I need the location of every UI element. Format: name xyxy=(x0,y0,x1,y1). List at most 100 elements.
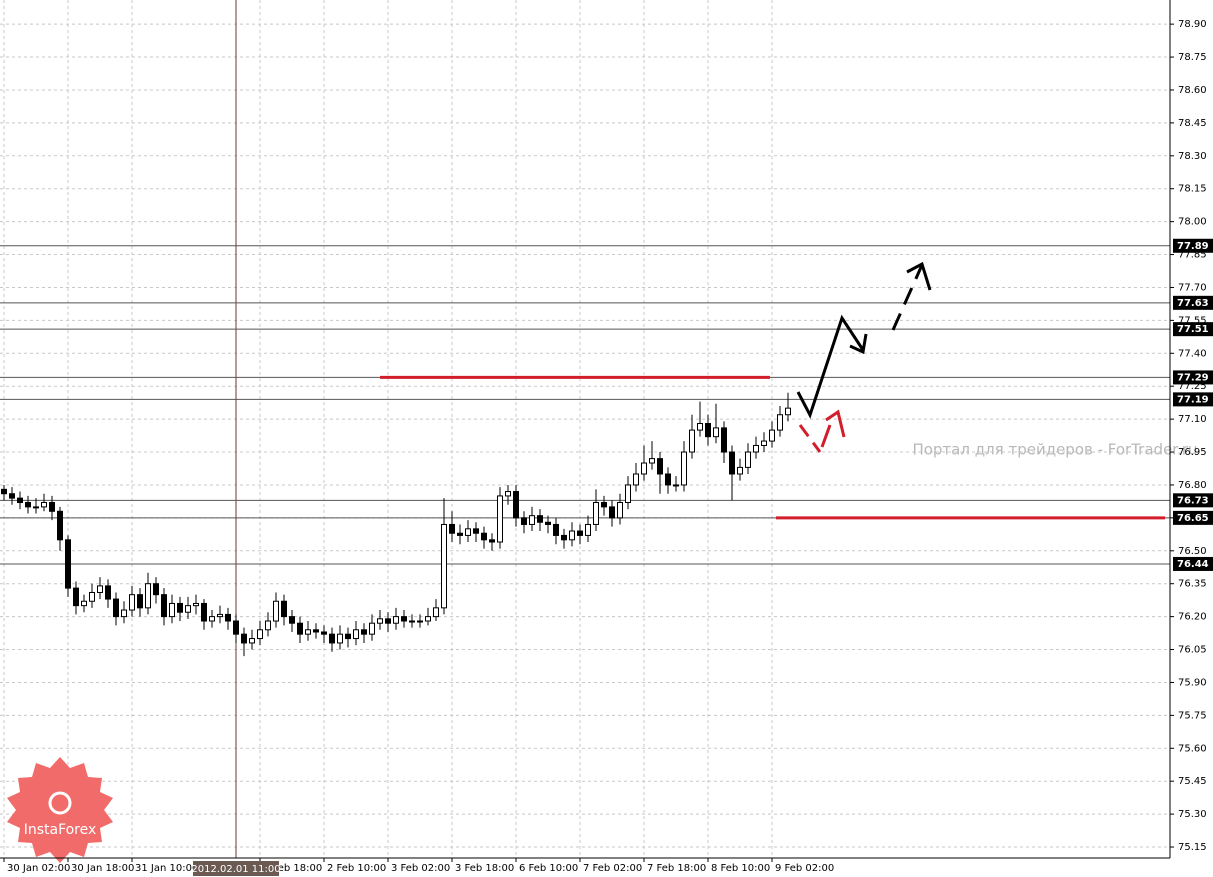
arrow-head xyxy=(825,409,846,438)
level-label: 77.51 xyxy=(1177,324,1209,335)
candle-body xyxy=(241,633,247,644)
y-tick-label: 76.05 xyxy=(1178,645,1207,656)
candle-body xyxy=(297,622,303,635)
candle-body xyxy=(1,488,7,495)
candle-body xyxy=(601,502,607,508)
candle-body xyxy=(9,493,15,499)
candle-body xyxy=(257,629,263,640)
candle-body xyxy=(113,598,119,618)
candle-body xyxy=(473,528,479,534)
forecast-arrows xyxy=(796,261,932,453)
candle-body xyxy=(377,618,383,624)
candle-body xyxy=(313,629,319,633)
candle-body xyxy=(265,620,271,631)
candle-body xyxy=(713,427,719,438)
candle-body xyxy=(425,616,431,622)
candle-body xyxy=(289,616,295,624)
y-tick-label: 75.75 xyxy=(1178,710,1207,721)
candle-body xyxy=(689,429,695,453)
candle-body xyxy=(409,620,415,623)
level-label-box xyxy=(1173,370,1213,385)
forecast-arrow xyxy=(796,314,865,419)
candle-body xyxy=(441,523,447,609)
y-tick-label: 77.10 xyxy=(1178,414,1207,425)
level-label-box xyxy=(1173,493,1213,508)
y-tick-label: 77.70 xyxy=(1178,282,1207,293)
y-tick-label: 78.90 xyxy=(1178,19,1207,30)
candle-body xyxy=(217,613,223,618)
candle-body xyxy=(681,451,687,486)
candle-body xyxy=(201,602,207,622)
level-label-box xyxy=(1173,392,1213,407)
candle-body xyxy=(537,515,543,523)
y-tick-label: 78.60 xyxy=(1178,85,1207,96)
candle-body xyxy=(649,458,655,464)
crosshair-label: 2012.02.01 11:00 xyxy=(191,864,280,875)
candle-body xyxy=(233,620,239,635)
candle-body xyxy=(225,613,231,622)
candle-body xyxy=(185,605,191,613)
y-tick-label: 78.75 xyxy=(1178,52,1207,63)
x-tick-label: 3 Feb 18:00 xyxy=(455,863,514,874)
candle-body xyxy=(569,530,575,541)
candle-body xyxy=(721,427,727,453)
candle-body xyxy=(449,523,455,534)
y-tick-label: 78.45 xyxy=(1178,118,1207,129)
candle-body xyxy=(273,600,279,622)
candle-body xyxy=(145,583,151,609)
candle-body xyxy=(121,609,127,618)
candle-body xyxy=(641,462,647,475)
x-tick-label: 8 Feb 10:00 xyxy=(711,863,770,874)
level-label: 76.73 xyxy=(1177,495,1209,506)
candle-body xyxy=(249,638,255,644)
candle-body xyxy=(345,633,351,640)
candle-body xyxy=(633,473,639,486)
candle-body xyxy=(673,484,679,487)
candle-body xyxy=(497,495,503,543)
candle-body xyxy=(609,506,615,519)
candle-body xyxy=(177,602,183,613)
candle-body xyxy=(561,534,567,541)
candle-body xyxy=(665,473,671,486)
candle-body xyxy=(617,502,623,519)
x-tick-label: 31 Jan 10:00 xyxy=(135,863,198,874)
candle-body xyxy=(697,423,703,431)
candle-body xyxy=(169,602,175,618)
candle-body xyxy=(161,594,167,618)
candle-body xyxy=(785,407,791,416)
candle-body xyxy=(353,629,359,640)
candle-body xyxy=(361,629,367,635)
candle-body xyxy=(65,539,71,589)
candle-body xyxy=(129,594,135,611)
level-label-box xyxy=(1173,238,1213,253)
candle-body xyxy=(769,429,775,442)
candle-body xyxy=(17,497,23,504)
x-tick-label: 9 Feb 02:00 xyxy=(775,863,834,874)
candle-body xyxy=(105,585,111,600)
candle-body xyxy=(585,523,591,536)
candle-body xyxy=(705,423,711,438)
candle-body xyxy=(625,484,631,504)
candle-body xyxy=(321,631,327,635)
candle-body xyxy=(401,616,407,622)
candle-body xyxy=(761,440,767,446)
forecast-arrow xyxy=(820,424,832,448)
candle-body xyxy=(193,602,199,607)
y-tick-label: 77.25 xyxy=(1178,381,1207,392)
x-tick-label: 2 Feb 10:00 xyxy=(327,863,386,874)
candle-body xyxy=(505,491,511,497)
candle-body xyxy=(481,532,487,541)
y-tick-label: 75.30 xyxy=(1178,809,1207,820)
candle-body xyxy=(513,491,519,519)
watermark: Портал для трейдеров - ForTrader.ru xyxy=(912,441,1197,459)
x-tick-label: 3 Feb 02:00 xyxy=(391,863,450,874)
level-label: 77.29 xyxy=(1177,372,1209,383)
x-tick-label: 7 Feb 18:00 xyxy=(647,863,706,874)
y-tick-label: 76.80 xyxy=(1178,480,1207,491)
level-label-box xyxy=(1173,510,1213,525)
candle-body xyxy=(577,530,583,536)
logo-badge xyxy=(7,757,113,863)
level-label: 76.44 xyxy=(1177,559,1209,570)
candle-body xyxy=(777,414,783,431)
